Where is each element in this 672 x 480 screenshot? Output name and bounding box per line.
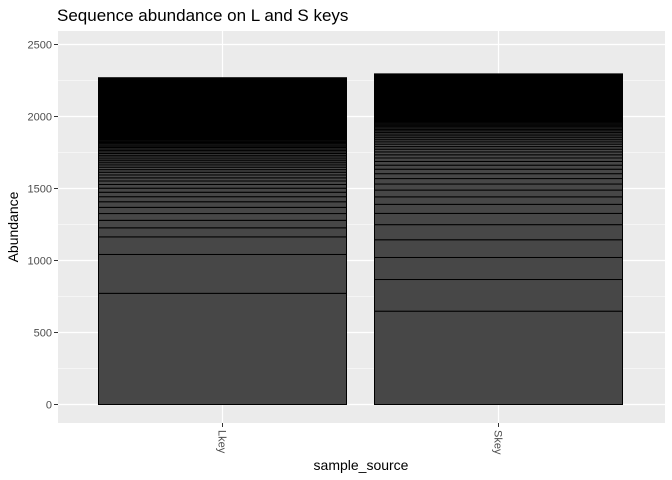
bars (98, 73, 623, 405)
y-tick-label: 500 (34, 328, 52, 340)
bar-segment (98, 187, 347, 193)
bar-segment (98, 253, 347, 294)
bar-segment (98, 213, 347, 221)
bar-segment (98, 180, 347, 185)
y-tick-label: 2500 (28, 40, 52, 52)
bar-segment (374, 279, 623, 312)
bar-segment (98, 191, 347, 198)
bar-segment (374, 239, 623, 258)
chart-title: Sequence abundance on L and S keys (57, 6, 348, 25)
bar-segment (374, 256, 623, 281)
bar-segment (374, 178, 623, 185)
bar-segment (374, 168, 623, 175)
y-axis-title: Abundance (5, 191, 21, 262)
bar-segment (374, 196, 623, 205)
bar-segment (374, 173, 623, 180)
bar-skey (374, 73, 623, 405)
bar-segment (374, 224, 623, 241)
bar-segment (98, 183, 347, 189)
bar-segment (374, 183, 623, 191)
bar-segment (98, 201, 347, 208)
bar-segment (98, 227, 347, 238)
bar-segment (98, 219, 347, 229)
bar-segment (374, 310, 623, 405)
bar-segment (374, 203, 623, 214)
bar-segment (98, 196, 347, 203)
y-tick-label: 1000 (28, 256, 52, 268)
bar-segment (374, 157, 623, 162)
bar-lkey (98, 77, 347, 405)
y-axis: 0 500 1000 1500 2000 2500 (28, 40, 58, 412)
x-axis: Lkey Skey (216, 423, 504, 455)
bar-segment (374, 164, 623, 170)
x-tick-label: Lkey (216, 430, 228, 454)
x-tick-label: Skey (492, 430, 504, 455)
bar-segment (98, 236, 347, 255)
bar-segment (374, 212, 623, 226)
x-axis-title: sample_source (314, 457, 409, 473)
y-tick-label: 1500 (28, 184, 52, 196)
bar-segment (98, 206, 347, 215)
bar-segment (98, 292, 347, 405)
bar-segment (374, 189, 623, 198)
y-tick-label: 2000 (28, 112, 52, 124)
y-tick-label: 0 (46, 400, 52, 412)
bar-segment (374, 160, 623, 166)
